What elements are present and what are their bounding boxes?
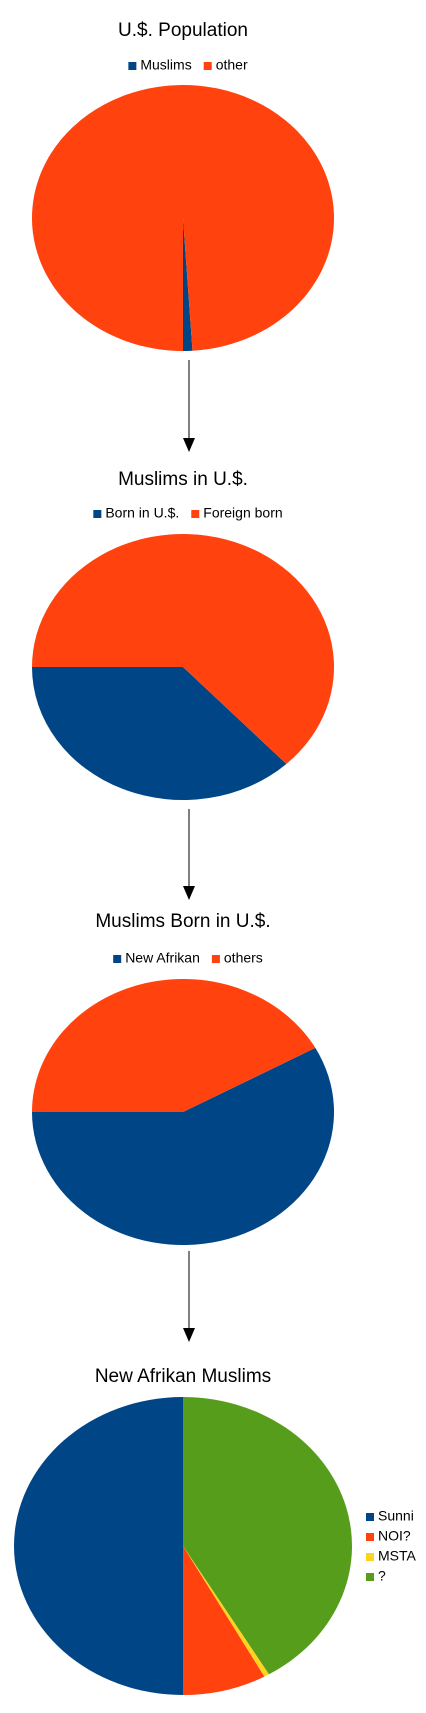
chart-title: U.$. Population [118, 20, 248, 41]
pie-slice [32, 533, 334, 764]
legend-swatch [211, 955, 220, 963]
pie-slice [31, 84, 334, 352]
chart-title: Muslims in U.$. [118, 469, 248, 490]
legend-label: Born in U.$. [105, 505, 179, 521]
legend-swatch [366, 1533, 374, 1541]
legend-label: MSTA [378, 1548, 417, 1564]
legend-swatch [366, 1573, 374, 1581]
pie-slice [183, 1397, 353, 1675]
pie-slice [32, 667, 287, 800]
legend-swatch [191, 510, 200, 518]
pie-slice [14, 1397, 183, 1695]
chart-title: Muslims Born in U.$. [95, 911, 270, 932]
pie-slice [183, 1546, 265, 1695]
arrow-head [183, 886, 195, 900]
legend-label: Foreign born [203, 505, 282, 521]
legend-swatch [366, 1513, 374, 1521]
legend-label: ? [378, 1568, 386, 1584]
arrow-head [183, 1328, 195, 1342]
chart-title: New Afrikan Muslims [95, 1366, 271, 1387]
legend-swatch [366, 1553, 374, 1561]
pie-slice [32, 1047, 334, 1246]
legend-label: Sunni [378, 1508, 414, 1524]
legend-swatch [93, 510, 102, 518]
legend-label: Muslims [140, 57, 191, 73]
pie-slice [183, 218, 193, 351]
legend-swatch [203, 62, 212, 70]
legend-swatch [113, 955, 122, 963]
legend-swatch [128, 62, 137, 70]
legend-label: others [224, 950, 263, 966]
pie-slice [32, 979, 316, 1112]
legend-label: New Afrikan [125, 950, 200, 966]
legend-label: other [216, 57, 248, 73]
pie-slice [183, 1546, 270, 1677]
arrow-head [183, 438, 195, 452]
legend-label: NOI? [378, 1528, 411, 1544]
